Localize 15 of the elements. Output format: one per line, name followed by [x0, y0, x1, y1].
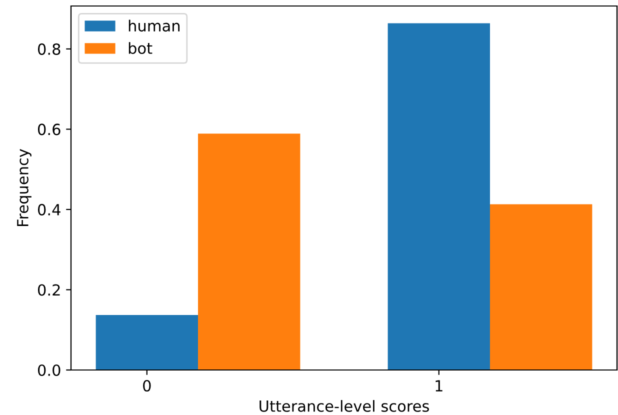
y-tick-label: 0.6: [38, 124, 60, 136]
y-tick-label: 0.0: [38, 364, 60, 376]
bar: [388, 23, 490, 370]
bar: [96, 315, 198, 370]
x-axis-title: Utterance-level scores: [260, 400, 429, 412]
bar: [490, 204, 592, 370]
x-tick-label: 1: [436, 380, 442, 392]
y-tick-label: 0.4: [38, 204, 60, 216]
bar: [198, 134, 300, 370]
legend-label: human: [128, 20, 180, 32]
y-tick-label: 0.2: [38, 284, 60, 296]
legend-label: bot: [128, 42, 152, 54]
y-tick-label: 0.8: [38, 43, 60, 55]
x-tick-label: 0: [143, 380, 151, 392]
y-axis-title: Frequency: [17, 148, 32, 226]
